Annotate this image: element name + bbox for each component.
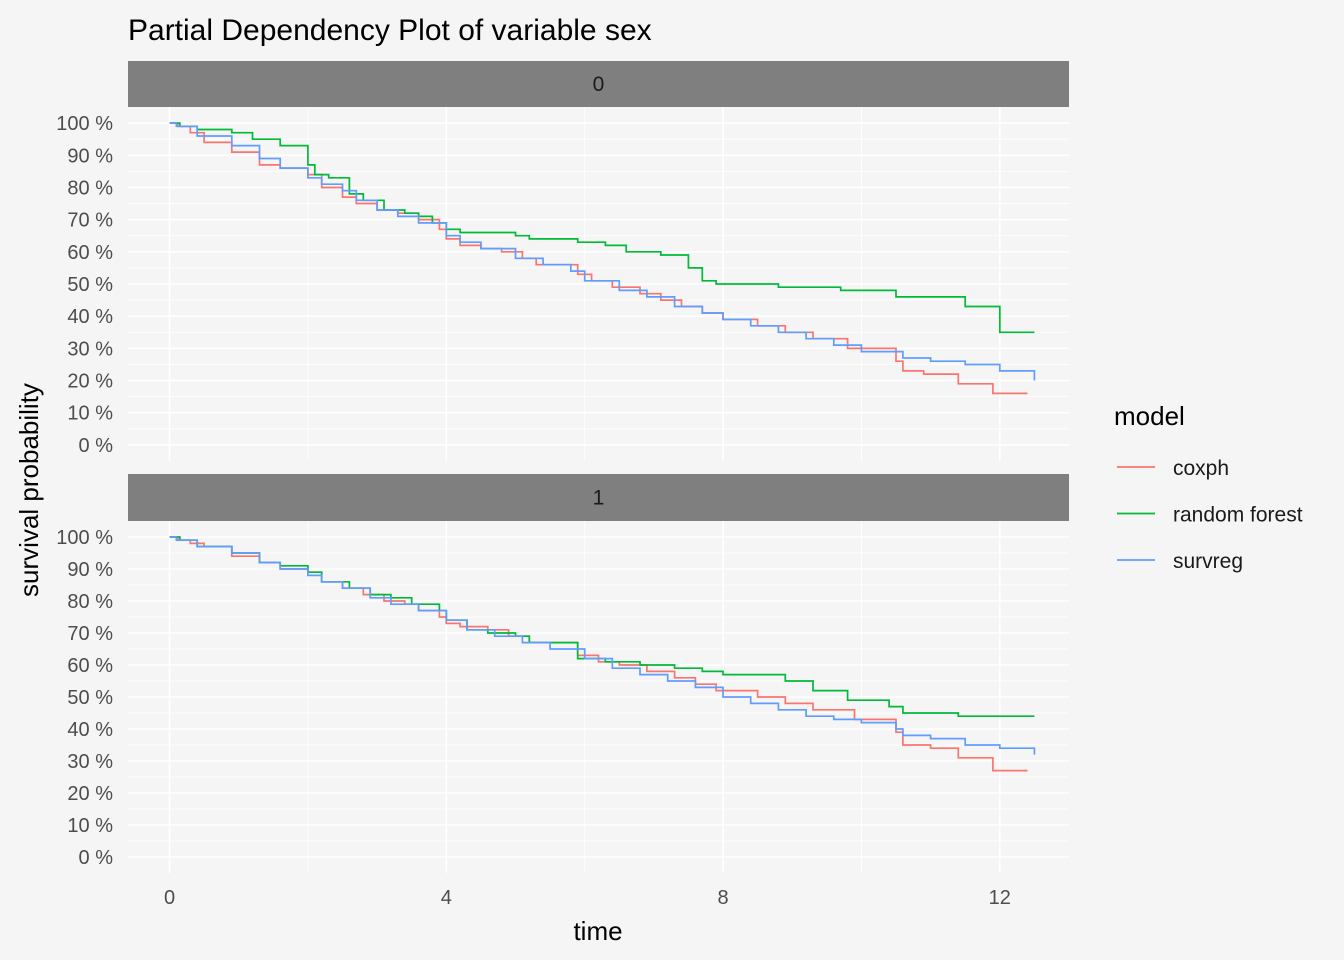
y-tick-label: 30 % (67, 338, 113, 360)
series-line-random-forest (169, 536, 1035, 718)
y-axis-title: survival probability (14, 383, 44, 597)
facet-strip-label: 0 (593, 73, 605, 96)
y-tick-label: 80 % (67, 591, 113, 613)
x-tick-label: 12 (989, 887, 1011, 909)
x-tick-label: 0 (164, 887, 175, 909)
y-tick-label: 0 % (79, 435, 114, 457)
y-tick-label: 90 % (67, 559, 113, 581)
y-tick-label: 20 % (67, 371, 113, 393)
legend-title: model (1114, 401, 1185, 431)
x-axis: 0 4 8 12 (164, 887, 1011, 909)
legend-label: coxph (1173, 457, 1229, 480)
facet-strip (128, 474, 1069, 521)
y-tick-label: 50 % (67, 687, 113, 709)
y-tick-label: 70 % (67, 623, 113, 645)
y-tick-label: 100 % (56, 113, 113, 135)
series-line-coxph (169, 536, 1028, 772)
x-tick-label: 4 (441, 887, 452, 909)
legend-label: random forest (1173, 504, 1303, 527)
x-axis-title: time (573, 916, 622, 946)
y-tick-label: 20 % (67, 783, 113, 805)
chart-title: Partial Dependency Plot of variable sex (128, 14, 652, 47)
y-tick-label: 60 % (67, 655, 113, 677)
y-tick-label: 40 % (67, 719, 113, 741)
facet-strip-label: 1 (593, 487, 605, 510)
y-tick-label: 50 % (67, 274, 113, 296)
facet-panel-1: 10 %10 %20 %30 %40 %50 %60 %70 %80 %90 %… (56, 474, 1069, 873)
series-line-survreg (169, 536, 1036, 755)
facet-panels: 00 %10 %20 %30 %40 %50 %60 %70 %80 %90 %… (56, 61, 1069, 873)
y-tick-label: 0 % (79, 847, 114, 869)
y-tick-label: 90 % (67, 145, 113, 167)
y-tick-label: 60 % (67, 242, 113, 264)
y-tick-label: 10 % (67, 403, 113, 425)
x-tick-label: 8 (717, 887, 728, 909)
y-tick-label: 80 % (67, 177, 113, 199)
y-tick-label: 40 % (67, 306, 113, 328)
series-line-coxph (169, 122, 1028, 395)
legend: model coxph random forest survreg (1114, 401, 1303, 573)
series-line-survreg (169, 122, 1036, 381)
legend-label: survreg (1173, 550, 1243, 573)
facet-strip (128, 61, 1069, 107)
y-tick-label: 30 % (67, 751, 113, 773)
y-tick-label: 10 % (67, 815, 113, 837)
y-tick-label: 100 % (56, 527, 113, 549)
facet-panel-0: 0 0 % 10 % 20 % 30 % 40 % 50 % 60 % 70 % 80 % 90 %… (56, 61, 1069, 461)
y-tick-label: 70 % (67, 210, 113, 232)
series-line-random-forest (169, 122, 1035, 334)
